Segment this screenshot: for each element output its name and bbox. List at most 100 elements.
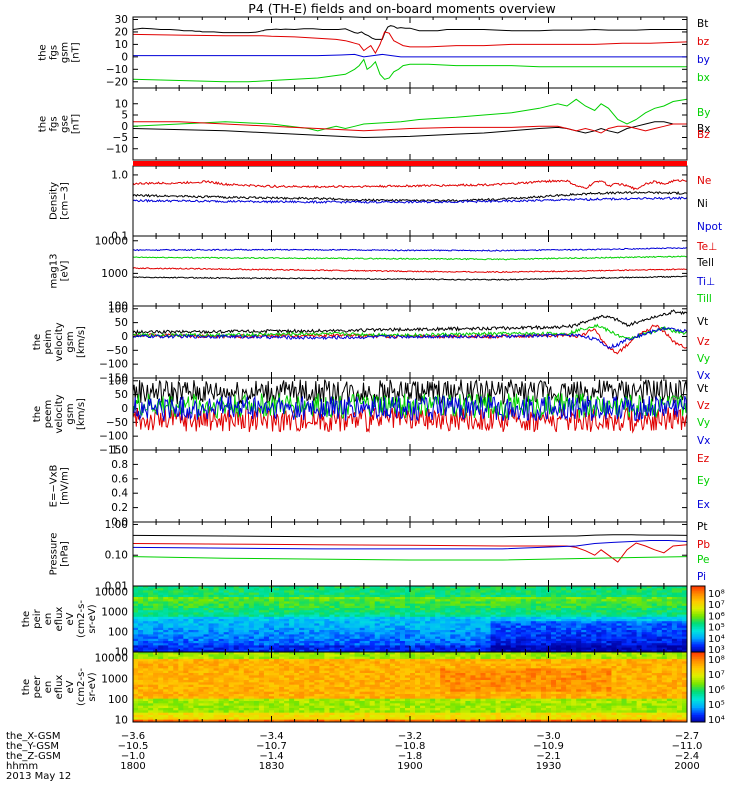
heatmap-cell xyxy=(193,703,200,707)
heatmap-cell xyxy=(218,616,225,620)
series-peim-velocity xyxy=(133,309,687,355)
heatmap-cell xyxy=(581,597,587,600)
heatmap-cell xyxy=(188,654,195,658)
heatmap-cell xyxy=(425,603,431,607)
heatmap-cell xyxy=(354,610,361,613)
heatmap-cell xyxy=(556,641,562,644)
heatmap-cell xyxy=(410,625,416,629)
heatmap-cell xyxy=(163,603,169,607)
heatmap-cell xyxy=(651,621,658,624)
heatmap-cell xyxy=(626,601,633,605)
heatmap-cell xyxy=(178,645,184,649)
heatmap-cell xyxy=(364,616,371,620)
heatmap-cell xyxy=(621,625,628,629)
heatmap-cell xyxy=(636,636,643,640)
heatmap-cell xyxy=(505,592,512,596)
heatmap-cell xyxy=(258,670,265,674)
heatmap-cell xyxy=(263,666,270,669)
heatmap-cell xyxy=(284,592,290,596)
heatmap-cell xyxy=(520,588,527,591)
heatmap-cell xyxy=(133,694,139,697)
heatmap-cell xyxy=(480,625,487,629)
heatmap-cell xyxy=(208,592,215,596)
heatmap-cell xyxy=(248,712,255,716)
heatmap-cell xyxy=(299,599,305,602)
heatmap-cell xyxy=(636,619,643,622)
heatmap-cell xyxy=(148,680,154,683)
heatmap-cell xyxy=(374,625,381,629)
heatmap-cell xyxy=(309,630,315,633)
heatmap-cell xyxy=(631,625,638,629)
heatmap-cell xyxy=(178,641,184,644)
heatmap-cell xyxy=(596,586,602,589)
heatmap-cell xyxy=(556,649,562,652)
heatmap-cell xyxy=(238,625,245,629)
ylabel-line: fgs xyxy=(49,45,60,60)
heatmap-cell xyxy=(359,594,366,598)
heatmap-cell xyxy=(213,663,220,667)
heatmap-cell xyxy=(188,630,195,633)
heatmap-cell xyxy=(394,632,401,635)
heatmap-cell xyxy=(133,592,139,596)
heatmap-cell xyxy=(430,601,436,605)
heatmap-cell xyxy=(505,649,512,652)
heatmap-cell xyxy=(440,605,446,609)
heatmap-cell xyxy=(500,630,507,633)
heatmap-cell xyxy=(253,592,260,596)
heatmap-cell xyxy=(465,636,472,640)
heatmap-cell xyxy=(606,616,613,620)
heatmap-cell xyxy=(435,630,441,633)
heatmap-cell xyxy=(153,645,159,649)
heatmap-cell xyxy=(551,594,557,598)
heatmap-cell xyxy=(324,594,331,598)
heatmap-cell xyxy=(641,612,648,616)
heatmap-cell xyxy=(163,586,169,589)
heatmap-cell xyxy=(626,608,633,611)
heatmap-cell xyxy=(138,625,144,629)
heatmap-cell xyxy=(681,594,687,598)
heatmap-cell xyxy=(646,632,653,635)
heatmap-cell xyxy=(646,627,653,631)
heatmap-cell xyxy=(354,592,361,596)
heatmap-cell xyxy=(218,599,225,602)
heatmap-cell xyxy=(656,647,663,651)
heatmap-cell xyxy=(384,623,391,627)
heatmap-cell xyxy=(551,621,557,624)
heatmap-cell xyxy=(581,621,587,624)
heatmap-cell xyxy=(420,612,426,616)
heatmap-cell xyxy=(263,715,270,718)
heatmap-cell xyxy=(143,677,149,681)
heatmap-cell xyxy=(178,625,184,629)
heatmap-cell xyxy=(490,612,497,616)
heatmap-cell xyxy=(188,612,195,616)
heatmap-cell xyxy=(551,608,557,611)
heatmap-cell xyxy=(465,586,472,589)
heatmap-cell xyxy=(430,590,436,594)
heatmap-cell xyxy=(138,649,144,652)
heatmap-cell xyxy=(455,599,461,602)
heatmap-cell xyxy=(163,712,169,716)
heatmap-cell xyxy=(319,590,325,594)
heatmap-cell xyxy=(243,659,250,662)
heatmap-cell xyxy=(279,659,285,662)
heatmap-cell xyxy=(415,641,421,644)
heatmap-cell xyxy=(143,643,149,646)
heatmap-cell xyxy=(324,621,331,624)
heatmap-cell xyxy=(661,590,668,594)
heatmap-cell xyxy=(465,649,472,652)
heatmap-cell xyxy=(671,627,678,631)
heatmap-cell xyxy=(148,594,154,598)
heatmap-cell xyxy=(515,627,522,631)
heatmap-cell xyxy=(661,601,668,605)
heatmap-cell xyxy=(284,616,290,620)
heatmap-cell xyxy=(616,634,623,638)
heatmap-cell xyxy=(268,605,275,609)
heatmap-cell xyxy=(274,661,280,665)
heatmap-cell xyxy=(168,696,174,700)
heatmap-cell xyxy=(133,717,139,721)
heatmap-cell xyxy=(399,603,406,607)
heatmap-cell xyxy=(339,590,346,594)
heatmap-cell xyxy=(243,636,250,640)
heatmap-cell xyxy=(253,586,260,589)
